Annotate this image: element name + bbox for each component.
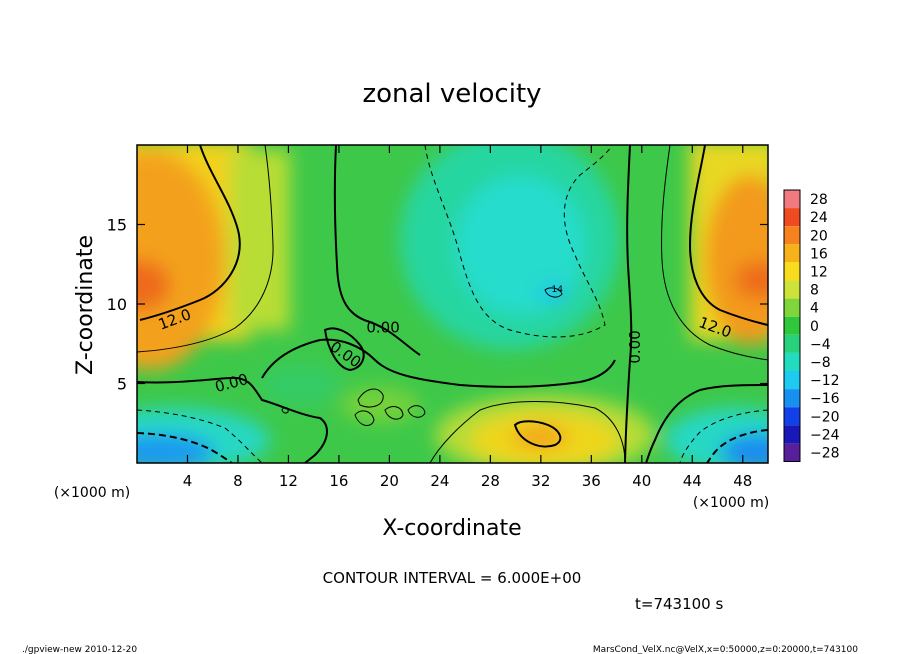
field-lowright-blue <box>720 434 768 463</box>
contour-small-b <box>354 410 375 426</box>
x-unit-right: (×1000 m) <box>693 495 769 511</box>
y-tick-label: 15 <box>107 216 127 235</box>
contour-label: 0.00 <box>366 318 399 336</box>
footer-right: MarsCond_VelX.nc@VelX,x=0:50000,z=0:2000… <box>593 645 858 654</box>
colorbar-label: 4 <box>810 301 819 317</box>
contour-label: 14 <box>552 285 564 295</box>
contour-small-c <box>384 406 404 420</box>
contour-lowleft-neg12 <box>137 432 233 463</box>
x-tick-label: 48 <box>733 472 752 490</box>
colorbar-swatch <box>784 262 800 281</box>
colorbar-swatch <box>784 389 800 408</box>
contour-left-0 <box>137 376 328 463</box>
colorbar-swatch <box>784 208 800 227</box>
colorbar-label: −24 <box>810 427 840 443</box>
colorbar-swatch <box>784 334 800 353</box>
x-tick-label: 20 <box>380 472 399 490</box>
contour-mid-0 <box>261 338 616 388</box>
colorbar-swatch <box>784 280 800 299</box>
colorbar-label: 8 <box>810 283 819 299</box>
contour-right-6 <box>661 145 768 361</box>
colorbar-swatch <box>784 352 800 371</box>
colorbar-swatch <box>784 190 800 209</box>
colorbar-frame <box>783 189 801 462</box>
contour-bottom-6 <box>429 401 626 463</box>
colorbar-label: −8 <box>810 355 831 371</box>
colorbar: 28 24 20 16 12 8 4 0 −4 −8 −12 −16 −20 −24 −28 <box>783 189 840 462</box>
colorbar-label: −4 <box>810 337 831 353</box>
chart-title: zonal velocity <box>362 79 541 109</box>
colorbar-label: −28 <box>810 445 840 461</box>
colorbar-label: −16 <box>810 391 840 407</box>
colorbar-label: 20 <box>810 228 828 244</box>
contour-right-12 <box>688 145 768 326</box>
x-axis: 4 8 12 16 20 24 28 32 36 40 44 48 <box>183 145 752 490</box>
colorbar-label: −12 <box>810 373 840 389</box>
field-mid-lightgreen <box>260 365 340 405</box>
y-axis-label: Z-coordinate <box>73 235 98 375</box>
contour-left-6 <box>137 145 274 353</box>
colorbar-swatch <box>784 316 800 335</box>
contour-small-d <box>407 405 426 418</box>
contour-label: 0.00 <box>626 330 644 363</box>
contour-lowleft-neg6 <box>137 409 263 463</box>
x-tick-label: 32 <box>531 472 550 490</box>
contour-left-12 <box>139 145 241 321</box>
x-tick-label: 24 <box>430 472 449 490</box>
time-annotation: t=743100 s <box>635 595 723 613</box>
x-tick-label: 40 <box>632 472 651 490</box>
colorbar-swatch <box>784 371 800 390</box>
contour-right-0 <box>645 384 768 463</box>
field-right-orange <box>705 175 768 345</box>
colorbar-label: 0 <box>810 319 819 335</box>
colorbar-swatch <box>784 226 800 245</box>
y-tick-label: 5 <box>117 375 127 394</box>
field-left-red <box>137 260 170 310</box>
x-tick-label: 8 <box>233 472 243 490</box>
field-center-cyan <box>455 175 585 315</box>
contour-bottom-12 <box>513 420 562 448</box>
contour-interval-note: CONTOUR INTERVAL = 6.000E+00 <box>323 569 582 587</box>
colorbar-swatch <box>784 443 800 462</box>
colorbar-label: 16 <box>810 246 828 262</box>
contour-center-neg6 <box>424 145 613 338</box>
footer-left: ./gpview-new 2010-12-20 <box>22 645 137 654</box>
contour-center-0-west <box>333 145 421 356</box>
colorbar-label: 28 <box>810 192 828 208</box>
contour-small-f <box>544 287 563 298</box>
x-axis-label: X-coordinate <box>382 516 521 541</box>
x-tick-label: 12 <box>279 472 298 490</box>
contour-small-e <box>323 327 365 372</box>
field-lowleft-blue <box>137 434 215 463</box>
colorbar-label: 12 <box>810 264 828 280</box>
contour-lowright-neg6 <box>679 409 768 463</box>
y-tick-label: 10 <box>107 295 127 314</box>
y-axis: 5 10 15 <box>107 216 768 394</box>
field-center-blue <box>539 284 567 302</box>
contour-lines <box>137 145 768 463</box>
x-tick-label: 4 <box>183 472 193 490</box>
contour-small-a <box>357 388 384 408</box>
contour-center-0-east <box>624 145 633 463</box>
colorbar-label: 24 <box>810 210 828 226</box>
x-tick-label: 28 <box>481 472 500 490</box>
colorbar-swatch <box>784 425 800 444</box>
colorbar-swatch <box>784 407 800 426</box>
x-unit-left: (×1000 m) <box>54 485 130 501</box>
colorbar-swatch <box>784 298 800 317</box>
x-tick-label: 36 <box>582 472 601 490</box>
contour-lowright-neg12 <box>706 429 768 463</box>
contour-small-g <box>281 407 289 414</box>
colorbar-label: −20 <box>810 409 840 425</box>
colorbar-swatch <box>784 244 800 263</box>
field-bottom-orange <box>512 425 568 449</box>
x-tick-label: 44 <box>683 472 702 490</box>
field-right-red <box>735 262 768 298</box>
x-tick-label: 16 <box>329 472 348 490</box>
field-mid-olive <box>340 387 420 423</box>
